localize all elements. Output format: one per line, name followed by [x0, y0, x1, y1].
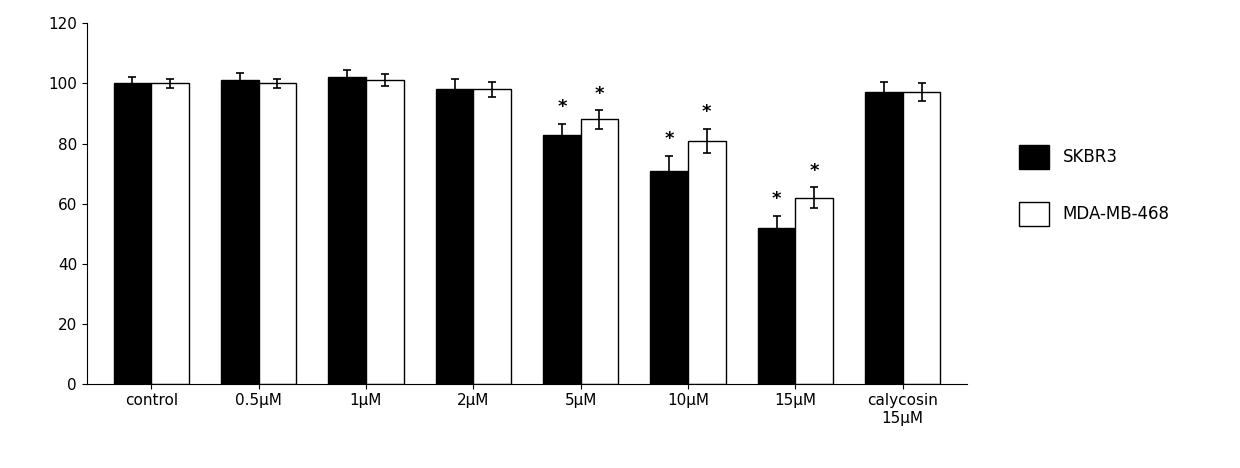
Text: *: *	[665, 130, 675, 148]
Bar	[795, 197, 833, 384]
Bar	[651, 170, 688, 384]
Legend: SKBR3, MDA-MB-468: SKBR3, MDA-MB-468	[1011, 137, 1178, 234]
Bar	[435, 89, 474, 384]
Bar	[580, 119, 619, 384]
Bar	[866, 93, 903, 384]
Bar	[259, 83, 296, 384]
Bar	[366, 80, 403, 384]
Bar	[151, 83, 188, 384]
Text: *: *	[771, 190, 781, 208]
Bar	[758, 227, 795, 384]
Bar	[221, 80, 259, 384]
Bar	[329, 77, 366, 384]
Text: *: *	[702, 103, 712, 121]
Bar	[688, 140, 725, 384]
Bar	[543, 134, 580, 384]
Bar	[114, 83, 151, 384]
Text: *: *	[595, 85, 604, 103]
Bar	[903, 93, 940, 384]
Bar	[474, 89, 511, 384]
Text: *: *	[557, 98, 567, 117]
Text: *: *	[810, 161, 818, 180]
